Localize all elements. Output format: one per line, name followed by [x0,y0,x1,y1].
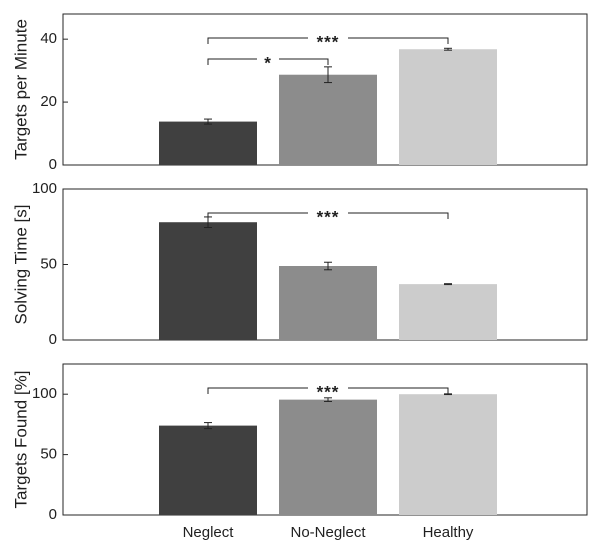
bar-neglect [159,222,257,340]
bracket-right [279,58,329,65]
error-bar [324,66,332,84]
significance-label: *** [317,382,340,401]
y-axis-label: Targets per Minute [11,19,30,160]
y-tick-label: 100 [32,180,57,197]
bar-healthy [399,49,497,165]
x-category-label: Healthy [423,524,474,541]
significance-label: * [264,53,272,72]
bracket-left [207,212,308,219]
y-tick-label: 20 [40,93,57,110]
x-category-label: Neglect [183,524,235,541]
error-bar [204,422,212,430]
y-tick-label: 0 [49,156,57,173]
bar-no-neglect [279,399,377,515]
y-tick-label: 0 [49,506,57,523]
significance-bracket [207,387,449,394]
error-bar [324,261,332,271]
bracket-right [348,387,449,394]
x-category-label: No-Neglect [290,524,366,541]
bar-no-neglect [279,266,377,340]
error-bar [444,283,452,286]
y-tick-label: 40 [40,30,57,47]
bracket-left [207,37,308,44]
error-bar [444,47,452,51]
y-tick-label: 0 [49,331,57,348]
bracket-right [348,37,449,44]
bar-neglect [159,121,257,165]
bracket-right [348,212,449,219]
bar-no-neglect [279,74,377,165]
bar-neglect [159,425,257,515]
significance-bracket [207,58,329,65]
bar-healthy [399,394,497,515]
error-bar [204,118,212,125]
y-axis-label: Targets Found [%] [11,371,30,509]
error-bar [324,397,332,402]
bar-healthy [399,284,497,340]
significance-label: *** [317,32,340,51]
y-tick-label: 50 [40,446,57,463]
significance-bracket [207,37,449,44]
y-axis-label: Solving Time [s] [11,205,30,325]
significance-label: *** [317,207,340,226]
bracket-left [207,387,308,394]
significance-bracket [207,212,449,219]
y-tick-label: 100 [32,385,57,402]
y-tick-label: 50 [40,255,57,272]
bracket-left [207,58,257,65]
